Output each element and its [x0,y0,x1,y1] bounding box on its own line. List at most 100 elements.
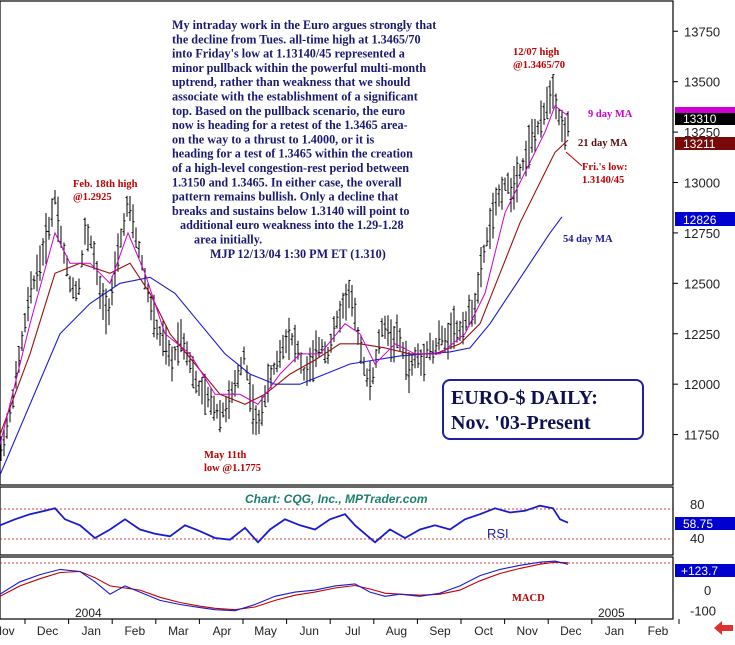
commentary-line: into Friday's low at 1.13140/45 represen… [172,47,405,61]
macd-layer [0,560,569,612]
price-bar [386,315,390,346]
month-label: Sep [429,624,451,638]
price-bar [53,189,57,205]
price-bar [464,311,468,331]
price-bar [503,177,507,191]
price-bar [248,374,252,412]
price-bar [278,340,282,368]
price-tick-label: 13750 [684,24,720,39]
price-bars [0,73,570,461]
commentary-line: the decline from Tues. all-time high at … [172,32,421,46]
price-bar [257,409,261,435]
chart-subtitle: Nov. '03-Present [451,412,591,434]
ma9-label: 9 day MA [588,109,633,120]
month-label: Jan [82,624,101,638]
price-bar [290,333,294,346]
month-label: Jul [345,624,360,638]
price-bar [410,355,414,376]
price-bar [212,395,216,421]
rsi-label: RSI [487,526,509,541]
price-bar [65,255,69,277]
price-bar [233,370,237,397]
price-bar [254,405,258,436]
price-tick-label: 13000 [684,176,720,191]
scroll-left-arrow-icon[interactable] [714,621,733,635]
y-axis-ticks: 13750 13500 13250 13000 12750 12500 12250 12000… [673,24,720,619]
price-bar [365,368,369,387]
price-bar [323,341,327,364]
price-bar [446,322,450,360]
price-bar [377,329,381,354]
price-bar [125,195,129,217]
price-bar [353,297,357,331]
price-bar [479,246,483,288]
price-bar [164,324,168,365]
price-bar [23,312,27,333]
price-bar [71,277,75,299]
month-label: Feb [124,624,145,638]
price-bar [263,385,267,408]
price-bar [452,305,456,349]
badge-13310: 13310 [683,112,717,126]
price-tick-label: 12250 [684,327,720,342]
price-bar [86,223,90,252]
price-bar [224,395,228,423]
price-tick-label: 12750 [684,226,720,241]
price-bar [335,310,339,329]
month-label: May [254,624,277,638]
ma54-label: 54 day MA [563,234,613,245]
price-bar [350,284,354,317]
month-label: Mar [168,624,189,638]
month-label: Nov [517,624,538,638]
commentary-line: additional euro weakness into the 1.29-1… [180,218,404,232]
price-bar [251,384,255,435]
rsi-layer [0,504,569,544]
price-tick-label: 12500 [684,276,720,291]
price-bar [491,192,495,239]
rsi-tick-label: 40 [690,531,704,546]
price-bar [38,245,42,281]
price-bar [455,320,459,343]
moving-averages [0,105,569,476]
price-bar [413,347,417,369]
may-low-line1: May 11th [204,450,246,461]
price-bar [530,118,534,153]
price-bar [77,278,81,296]
month-label: Dec [37,624,58,638]
price-bar [398,328,402,352]
price-bar [29,271,33,304]
commentary-line: on the way to a thrust to 1.4000, or it … [172,132,374,146]
price-bar [68,275,72,293]
price-bar [137,240,141,259]
commentary-line: top. Based on the pullback scenario, the… [172,104,405,118]
badge-macd: +123.7 [681,564,718,578]
price-bar [422,343,426,382]
price-bar [32,275,36,290]
price-bar [461,311,465,345]
price-bar [533,118,537,152]
ma21-label: 21 day MA [578,138,628,149]
year-2004: 2004 [75,606,102,620]
price-bar [506,172,510,194]
price-bar [215,403,219,419]
price-tick-label: 13500 [684,75,720,90]
fri-low-line2: 1.3140/45 [582,175,624,186]
badge-rsi-bg [675,517,735,530]
feb-high-line1: Feb. 18th high [73,179,138,190]
price-bar [101,282,105,321]
commentary-line: breaks and sustains below 1.3140 will po… [172,204,409,218]
ma-9-line [0,105,569,445]
may-low-line2: low @1.1775 [204,463,261,474]
price-bar [170,346,174,382]
feb-high-line2: @1.2925 [73,192,112,203]
x-axis-months: Nov Dec Jan Feb Mar Apr May Jun Jul Aug Sep Oct Nov D… [0,619,680,638]
price-bar [488,207,492,249]
commentary-line: area initially. [194,233,262,247]
price-bar [431,340,435,364]
price-bar [482,244,486,263]
price-bar [380,318,384,338]
price-bar [467,294,471,327]
price-bar [74,281,78,302]
commentary-line: pattern remains bullish. Only a decline … [172,190,398,204]
